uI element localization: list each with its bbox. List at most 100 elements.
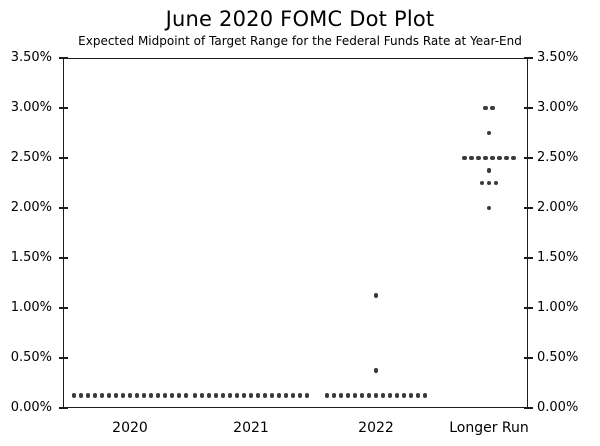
data-point-dot (486, 168, 492, 173)
data-point-dot (493, 180, 499, 186)
data-point-dot (134, 393, 140, 398)
y-axis-tick-left (58, 57, 68, 59)
y-axis-tick-label-left: 3.00% (10, 100, 52, 115)
data-point-dot (486, 180, 492, 186)
data-point-dot (269, 393, 275, 398)
y-axis-tick-label-left: 1.50% (10, 250, 52, 265)
y-axis-tick-right (523, 207, 533, 209)
data-point-dot (227, 393, 233, 398)
y-axis-tick-right (523, 107, 533, 109)
y-axis-tick-label-left: 3.50% (10, 50, 52, 65)
data-point-dot (511, 155, 516, 161)
data-point-dot (415, 393, 421, 398)
data-point-dot (283, 393, 289, 398)
data-point-dot (359, 393, 365, 398)
data-point-dot (352, 393, 358, 398)
data-point-dot (486, 205, 492, 211)
x-axis-category-label: 2021 (233, 420, 269, 436)
data-point-dot (248, 393, 254, 398)
data-point-dot (338, 393, 344, 398)
data-point-dot (141, 393, 147, 398)
data-point-dot (71, 393, 77, 398)
y-axis-tick-label-left: 0.00% (10, 400, 52, 415)
y-axis-tick-label-right: 3.50% (537, 50, 579, 65)
data-point-dot (183, 393, 189, 398)
data-point-dot (331, 393, 337, 398)
y-axis-tick-right (523, 57, 533, 59)
data-point-dot (148, 393, 154, 398)
y-axis-tick-label-right: 0.00% (537, 400, 579, 415)
y-axis-tick-label-right: 1.00% (537, 300, 579, 315)
data-point-dot (297, 393, 303, 398)
data-point-dot (113, 393, 119, 398)
data-point-dot (469, 155, 474, 161)
data-point-dot (106, 393, 112, 398)
plot-area (63, 58, 528, 408)
data-point-dot (162, 393, 168, 398)
y-axis-tick-left (58, 107, 68, 109)
y-axis-tick-label-right: 0.50% (537, 350, 579, 365)
chart-subtitle: Expected Midpoint of Target Range for th… (78, 34, 522, 48)
data-point-dot (155, 393, 161, 398)
data-point-dot (290, 393, 296, 398)
data-point-dot (387, 393, 393, 398)
data-point-dot (304, 393, 310, 398)
y-axis-tick-left (58, 307, 68, 309)
y-axis-tick-label-right: 1.50% (537, 250, 579, 265)
data-point-dot (85, 393, 91, 398)
y-axis-tick-label-left: 2.50% (10, 150, 52, 165)
y-axis-tick-label-left: 1.00% (10, 300, 52, 315)
data-point-dot (206, 393, 212, 398)
y-axis-tick-right (523, 357, 533, 359)
data-point-dot (169, 393, 175, 398)
y-axis-tick-right (523, 257, 533, 259)
y-axis-tick-label-left: 0.50% (10, 350, 52, 365)
data-point-dot (486, 130, 492, 136)
y-axis-tick-left (58, 407, 68, 409)
data-point-dot (422, 393, 428, 398)
data-point-dot (373, 293, 379, 298)
y-axis-tick-label-right: 2.50% (537, 150, 579, 165)
data-point-dot (176, 393, 182, 398)
data-point-dot (192, 393, 198, 398)
data-point-dot (373, 393, 379, 398)
data-point-dot (380, 393, 386, 398)
x-axis-category-label: 2022 (358, 420, 394, 436)
data-point-dot (78, 393, 84, 398)
data-point-dot (490, 155, 495, 161)
data-point-dot (276, 393, 282, 398)
data-point-dot (497, 155, 502, 161)
data-point-dot (366, 393, 372, 398)
data-point-dot (255, 393, 261, 398)
data-point-dot (127, 393, 133, 398)
data-point-dot (476, 155, 481, 161)
data-point-dot (99, 393, 105, 398)
data-point-dot (394, 393, 400, 398)
y-axis-tick-left (58, 207, 68, 209)
data-point-dot (213, 393, 219, 398)
y-axis-tick-right (523, 407, 533, 409)
data-point-dot (373, 368, 379, 373)
data-point-dot (241, 393, 247, 398)
data-point-dot (345, 393, 351, 398)
data-point-dot (262, 393, 268, 398)
data-point-dot (92, 393, 98, 398)
y-axis-tick-left (58, 357, 68, 359)
data-point-dot (483, 105, 488, 111)
data-point-dot (401, 393, 407, 398)
data-point-dot (220, 393, 226, 398)
y-axis-tick-right (523, 307, 533, 309)
data-point-dot (234, 393, 240, 398)
data-point-dot (462, 155, 467, 161)
data-point-dot (408, 393, 414, 398)
y-axis-tick-left (58, 157, 68, 159)
data-point-dot (120, 393, 126, 398)
data-point-dot (479, 180, 485, 186)
data-point-dot (199, 393, 205, 398)
data-point-dot (483, 155, 488, 161)
data-point-dot (490, 105, 495, 111)
data-point-dot (324, 393, 330, 398)
data-point-dot (504, 155, 509, 161)
chart-title: June 2020 FOMC Dot Plot (165, 7, 435, 31)
